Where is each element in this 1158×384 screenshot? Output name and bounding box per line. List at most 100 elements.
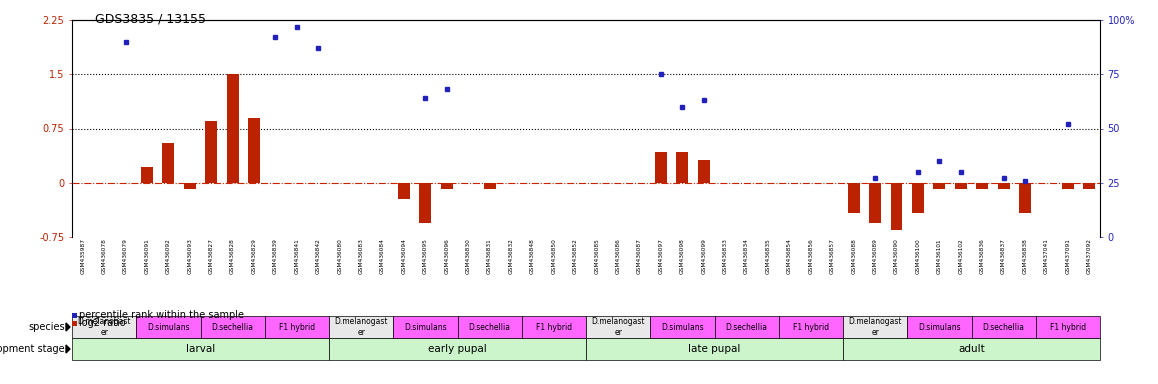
Text: D.sechellia: D.sechellia (983, 323, 1025, 331)
Text: GSM436086: GSM436086 (616, 238, 621, 274)
Bar (676, 152, 688, 183)
Bar (522, 316, 586, 338)
Bar (200, 316, 265, 338)
Text: GSM436100: GSM436100 (916, 238, 921, 274)
Text: GSM436095: GSM436095 (423, 238, 427, 274)
Bar (870, 183, 881, 223)
Bar (484, 183, 496, 189)
Text: adult: adult (958, 344, 984, 354)
Text: GSM436098: GSM436098 (680, 238, 684, 274)
Text: GSM436829: GSM436829 (251, 238, 257, 274)
Bar (72, 321, 76, 326)
Text: GSM436091: GSM436091 (145, 238, 149, 274)
Bar (265, 316, 329, 338)
Text: GSM436097: GSM436097 (659, 238, 664, 274)
Text: GSM436079: GSM436079 (123, 238, 129, 274)
Bar (972, 316, 1035, 338)
Bar (72, 316, 137, 338)
Bar (976, 183, 988, 189)
Text: GSM436092: GSM436092 (166, 238, 171, 274)
Text: GSM436839: GSM436839 (273, 238, 278, 274)
Text: D.sechellia: D.sechellia (212, 323, 254, 331)
Bar (843, 316, 907, 338)
Bar (205, 121, 217, 183)
Bar (72, 313, 76, 318)
Text: GSM436085: GSM436085 (594, 238, 599, 274)
Bar (1035, 316, 1100, 338)
Bar (457, 316, 522, 338)
Text: GSM437091: GSM437091 (1065, 238, 1070, 274)
Text: GSM436096: GSM436096 (445, 238, 449, 274)
Bar (162, 143, 174, 183)
Text: GSM436856: GSM436856 (808, 238, 813, 274)
Bar (955, 183, 967, 189)
Text: GSM436834: GSM436834 (745, 238, 749, 274)
Text: development stage: development stage (0, 344, 65, 354)
Text: GSM436852: GSM436852 (573, 238, 578, 274)
Text: GSM436842: GSM436842 (316, 238, 321, 274)
Text: GSM436083: GSM436083 (359, 238, 364, 274)
Text: GSM437041: GSM437041 (1045, 238, 1049, 274)
Bar (778, 316, 843, 338)
Text: GSM436101: GSM436101 (937, 238, 941, 274)
Text: D.melanogast
er: D.melanogast er (335, 317, 388, 337)
Bar (698, 160, 710, 183)
Bar (586, 338, 843, 360)
Text: log2 ratio: log2 ratio (79, 318, 125, 328)
Polygon shape (66, 323, 69, 331)
Bar (419, 183, 431, 223)
Bar (1084, 183, 1095, 189)
Text: GSM436838: GSM436838 (1023, 238, 1027, 274)
Text: GSM436854: GSM436854 (787, 238, 792, 274)
Text: GSM436837: GSM436837 (1002, 238, 1006, 274)
Text: GSM436831: GSM436831 (488, 238, 492, 274)
Text: GSM436099: GSM436099 (702, 238, 706, 274)
Text: F1 hybrid: F1 hybrid (793, 323, 829, 331)
Text: D.simulans: D.simulans (147, 323, 190, 331)
Text: GSM436080: GSM436080 (337, 238, 343, 274)
Bar (1019, 183, 1031, 213)
Text: GSM436088: GSM436088 (851, 238, 856, 274)
Text: GSM436089: GSM436089 (873, 238, 878, 274)
Text: late pupal: late pupal (688, 344, 741, 354)
Text: D.simulans: D.simulans (661, 323, 704, 331)
Text: D.sechellia: D.sechellia (726, 323, 768, 331)
Bar (998, 183, 1010, 189)
Bar (441, 183, 453, 189)
Polygon shape (66, 345, 69, 353)
Bar (72, 338, 329, 360)
Bar (227, 74, 239, 183)
Text: species: species (29, 322, 65, 332)
Bar (248, 118, 259, 183)
Bar (907, 316, 972, 338)
Text: D.melanogast
er: D.melanogast er (592, 317, 645, 337)
Text: GSM436087: GSM436087 (637, 238, 642, 274)
Bar (398, 183, 410, 199)
Bar (141, 167, 153, 183)
Text: GSM436830: GSM436830 (466, 238, 470, 274)
Text: D.simulans: D.simulans (404, 323, 447, 331)
Text: GSM436848: GSM436848 (530, 238, 535, 274)
Bar (891, 183, 902, 230)
Text: GSM435987: GSM435987 (80, 238, 86, 274)
Text: D.melanogast
er: D.melanogast er (78, 317, 131, 337)
Bar (329, 338, 586, 360)
Text: early pupal: early pupal (428, 344, 486, 354)
Text: GSM436850: GSM436850 (551, 238, 556, 274)
Bar (655, 152, 667, 183)
Bar (651, 316, 714, 338)
Text: GSM436827: GSM436827 (208, 238, 214, 274)
Text: GSM436835: GSM436835 (765, 238, 770, 274)
Text: D.simulans: D.simulans (918, 323, 961, 331)
Text: F1 hybrid: F1 hybrid (1050, 323, 1086, 331)
Text: larval: larval (186, 344, 215, 354)
Text: GSM436832: GSM436832 (508, 238, 513, 274)
Bar (394, 316, 457, 338)
Bar (714, 316, 778, 338)
Text: GSM436828: GSM436828 (230, 238, 235, 274)
Text: F1 hybrid: F1 hybrid (536, 323, 572, 331)
Text: GSM437092: GSM437092 (1087, 238, 1092, 274)
Text: D.sechellia: D.sechellia (469, 323, 511, 331)
Bar (137, 316, 200, 338)
Text: GSM436102: GSM436102 (959, 238, 963, 274)
